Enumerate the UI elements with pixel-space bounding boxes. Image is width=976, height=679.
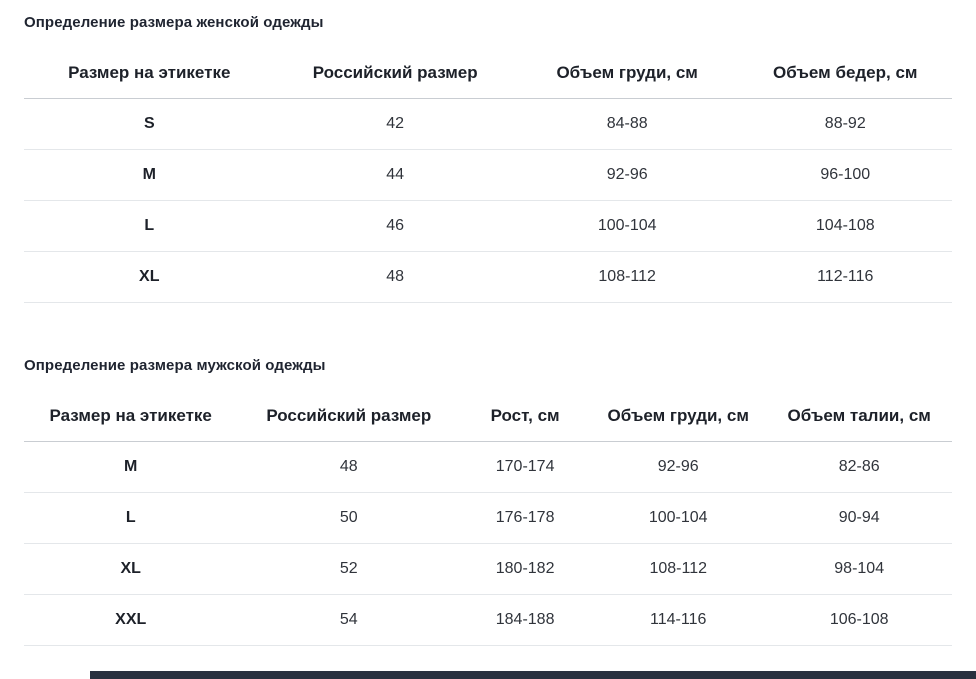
value-cell: 50 [237,492,461,544]
value-cell: 84-88 [515,98,739,150]
size-label-cell: M [24,441,238,493]
value-cell: 48 [237,441,461,493]
size-label-cell: L [24,200,275,252]
value-cell: 90-94 [766,492,952,544]
value-cell: 42 [274,98,516,150]
value-cell: 54 [237,594,461,646]
value-cell: 82-86 [766,441,952,493]
footer-edge [90,671,976,679]
value-cell: 48 [274,251,516,303]
column-header: Российский размер [237,394,461,442]
value-cell: 114-116 [590,594,767,646]
size-label-cell: S [24,98,275,150]
value-cell: 96-100 [738,149,952,201]
column-header: Размер на этикетке [24,51,275,99]
table-header-row: Размер на этикетке Российский размер Объем… [24,51,952,99]
table-row: XXL 54 184-188 114-116 106-108 [24,594,952,646]
size-label-cell: M [24,149,275,201]
value-cell: 176-178 [460,492,591,544]
value-cell: 112-116 [738,251,952,303]
column-header: Объем груди, см [515,51,739,99]
column-header: Рост, см [460,394,591,442]
table-row: L 46 100-104 104-108 [24,200,952,252]
table-header-row: Размер на этикетке Российский размер Рост,… [24,394,952,442]
column-header: Объем бедер, см [738,51,952,99]
men-size-section: Определение размера мужской одежды Разме… [24,357,952,646]
table-row: M 48 170-174 92-96 82-86 [24,441,952,493]
column-header: Российский размер [274,51,516,99]
value-cell: 44 [274,149,516,201]
value-cell: 100-104 [515,200,739,252]
size-label-cell: XL [24,251,275,303]
value-cell: 98-104 [766,543,952,595]
women-section-title: Определение размера женской одежды [24,14,324,31]
value-cell: 180-182 [460,543,591,595]
table-row: M 44 92-96 96-100 [24,149,952,201]
column-header: Объем талии, см [766,394,952,442]
column-header: Размер на этикетке [24,394,238,442]
size-label-cell: L [24,492,238,544]
table-row: L 50 176-178 100-104 90-94 [24,492,952,544]
men-section-title: Определение размера мужской одежды [24,357,326,374]
value-cell: 88-92 [738,98,952,150]
women-size-table: Размер на этикетке Российский размер Объем… [24,51,952,303]
value-cell: 184-188 [460,594,591,646]
size-label-cell: XL [24,543,238,595]
value-cell: 92-96 [590,441,767,493]
table-row: XL 52 180-182 108-112 98-104 [24,543,952,595]
column-header: Объем груди, см [590,394,767,442]
value-cell: 46 [274,200,516,252]
size-label-cell: XXL [24,594,238,646]
value-cell: 104-108 [738,200,952,252]
table-row: S 42 84-88 88-92 [24,98,952,150]
value-cell: 92-96 [515,149,739,201]
value-cell: 108-112 [590,543,767,595]
value-cell: 106-108 [766,594,952,646]
women-size-section: Определение размера женской одежды Разме… [24,14,952,303]
men-size-table: Размер на этикетке Российский размер Рост,… [24,394,952,646]
value-cell: 52 [237,543,461,595]
value-cell: 108-112 [515,251,739,303]
value-cell: 100-104 [590,492,767,544]
table-row: XL 48 108-112 112-116 [24,251,952,303]
value-cell: 170-174 [460,441,591,493]
